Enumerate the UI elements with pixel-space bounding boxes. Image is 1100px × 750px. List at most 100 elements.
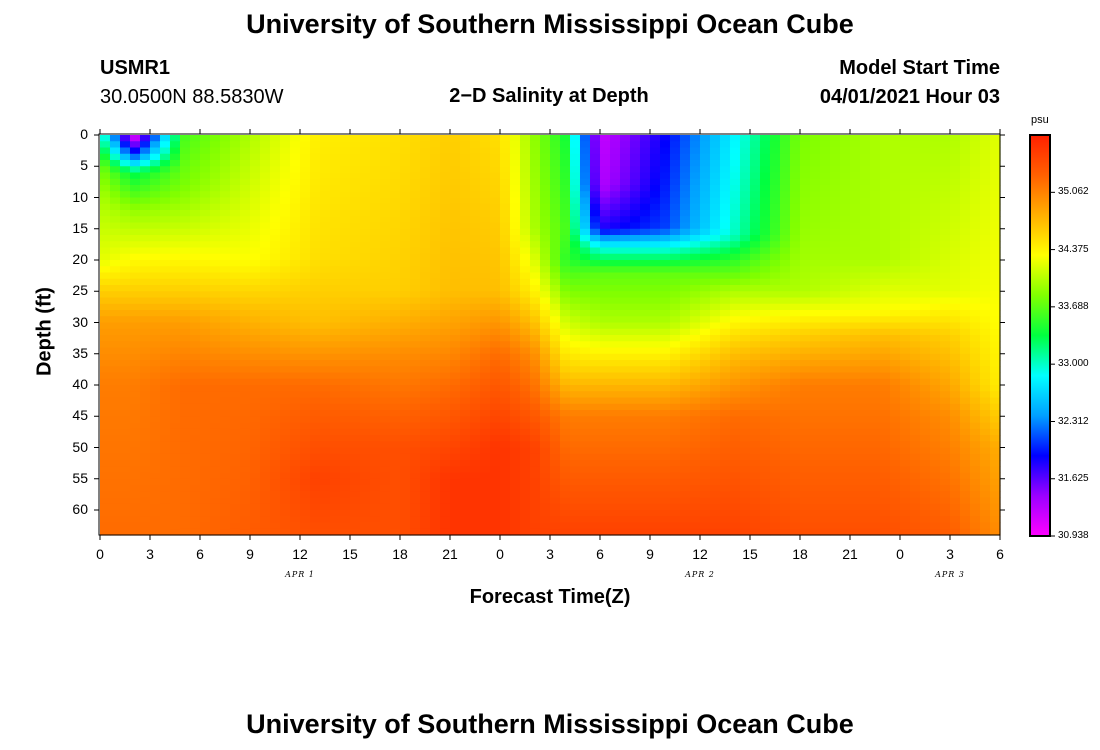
heatmap-cell xyxy=(150,428,161,436)
heatmap-cell xyxy=(110,491,121,499)
heatmap-cell xyxy=(180,228,191,236)
heatmap-cell xyxy=(260,278,271,286)
heatmap-cell xyxy=(330,135,341,142)
heatmap-cell xyxy=(870,228,881,236)
heatmap-cell xyxy=(130,522,141,530)
heatmap-cell xyxy=(810,310,821,317)
heatmap-cell xyxy=(440,241,451,249)
heatmap-cell xyxy=(700,197,711,205)
heatmap-cell xyxy=(700,503,711,511)
heatmap-cell xyxy=(580,472,591,480)
heatmap-cell xyxy=(600,341,611,349)
heatmap-cell xyxy=(390,385,401,392)
heatmap-cell xyxy=(340,266,351,274)
heatmap-cell xyxy=(690,341,701,349)
heatmap-cell xyxy=(220,503,231,511)
heatmap-cell xyxy=(810,241,821,249)
heatmap-cell xyxy=(310,516,321,524)
heatmap-cell xyxy=(170,303,181,311)
heatmap-cell xyxy=(730,285,741,292)
heatmap-cell xyxy=(470,135,481,142)
heatmap-cell xyxy=(750,191,761,199)
heatmap-cell xyxy=(710,435,721,442)
heatmap-cell xyxy=(640,178,651,186)
heatmap-cell xyxy=(530,203,541,211)
heatmap-cell xyxy=(190,378,201,386)
heatmap-cell xyxy=(240,266,251,274)
heatmap-cell xyxy=(410,422,421,430)
heatmap-cell xyxy=(390,253,401,261)
heatmap-cell xyxy=(790,491,801,499)
heatmap-cell xyxy=(480,235,491,242)
heatmap-cell xyxy=(670,203,681,211)
heatmap-cell xyxy=(800,172,811,180)
heatmap-cell xyxy=(240,253,251,261)
heatmap-cell xyxy=(440,522,451,530)
heatmap-cell xyxy=(640,416,651,424)
heatmap-cell xyxy=(450,353,461,361)
heatmap-cell xyxy=(760,453,771,461)
heatmap-cell xyxy=(350,291,361,299)
heatmap-cell xyxy=(200,503,211,511)
heatmap-cell xyxy=(410,435,421,442)
heatmap-cell xyxy=(350,353,361,361)
heatmap-cell xyxy=(660,347,671,355)
heatmap-cell xyxy=(560,372,571,380)
heatmap-cell xyxy=(150,135,161,142)
heatmap-cell xyxy=(830,441,841,449)
heatmap-cell xyxy=(290,478,301,486)
heatmap-cell xyxy=(730,447,741,455)
heatmap-cell xyxy=(830,285,841,292)
heatmap-cell xyxy=(730,453,741,461)
heatmap-cell xyxy=(860,385,871,392)
heatmap-cell xyxy=(180,478,191,486)
heatmap-cell xyxy=(150,316,161,324)
heatmap-cell xyxy=(360,447,371,455)
heatmap-cell xyxy=(290,385,301,392)
heatmap-cell xyxy=(830,166,841,174)
heatmap-cell xyxy=(120,216,131,224)
heatmap-cell xyxy=(520,166,531,174)
heatmap-cell xyxy=(340,478,351,486)
heatmap-cell xyxy=(560,285,571,292)
heatmap-cell xyxy=(240,478,251,486)
heatmap-cell xyxy=(140,135,151,142)
heatmap-cell xyxy=(610,385,621,392)
heatmap-cell xyxy=(250,435,261,442)
heatmap-cell xyxy=(530,153,541,161)
heatmap-cell xyxy=(210,272,221,280)
heatmap-cell xyxy=(720,397,731,405)
heatmap-cell xyxy=(550,253,561,261)
heatmap-cell xyxy=(860,472,871,480)
heatmap-cell xyxy=(760,485,771,492)
heatmap-cell xyxy=(340,310,351,317)
heatmap-cell xyxy=(860,322,871,330)
heatmap-cell xyxy=(670,353,681,361)
heatmap-cell xyxy=(580,341,591,349)
heatmap-cell xyxy=(590,197,601,205)
heatmap-cell xyxy=(210,347,221,355)
heatmap-cell xyxy=(520,272,531,280)
heatmap-cell xyxy=(400,347,411,355)
heatmap-cell xyxy=(120,172,131,180)
heatmap-cell xyxy=(350,428,361,436)
heatmap-cell xyxy=(520,497,531,505)
heatmap-cell xyxy=(240,372,251,380)
heatmap-cell xyxy=(470,185,481,192)
heatmap-cell xyxy=(110,197,121,205)
heatmap-cell xyxy=(430,403,441,411)
heatmap-cell xyxy=(810,203,821,211)
heatmap-cell xyxy=(720,160,731,167)
heatmap-cell xyxy=(330,228,341,236)
heatmap-cell xyxy=(280,447,291,455)
heatmap-cell xyxy=(560,241,571,249)
heatmap-cell xyxy=(160,516,171,524)
heatmap-cell xyxy=(100,291,111,299)
heatmap-cell xyxy=(490,135,501,142)
heatmap-cell xyxy=(360,185,371,192)
heatmap-cell xyxy=(510,422,521,430)
heatmap-cell xyxy=(110,478,121,486)
heatmap-cell xyxy=(520,447,531,455)
heatmap-cell xyxy=(480,341,491,349)
heatmap-cell xyxy=(730,247,741,255)
